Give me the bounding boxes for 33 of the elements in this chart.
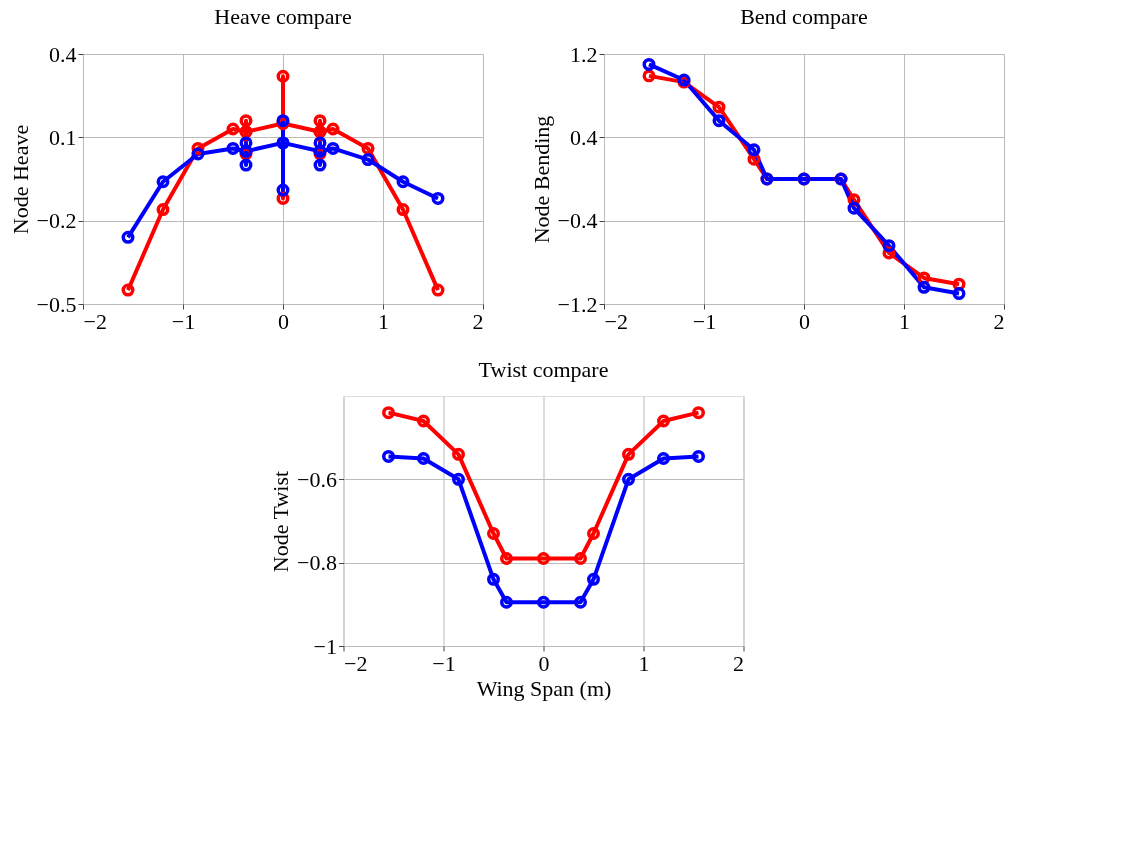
chart-title: Bend compare bbox=[740, 4, 868, 29]
x-tick-label: 2 bbox=[733, 650, 744, 676]
chart-title: Twist compare bbox=[478, 357, 609, 382]
y-tick-label: 0.4 bbox=[49, 41, 77, 67]
x-tick-label: 0 bbox=[799, 308, 810, 334]
x-tick-label: −1 bbox=[171, 308, 196, 334]
x-tick-label: −1 bbox=[692, 308, 717, 334]
x-tick-label: 1 bbox=[378, 308, 389, 334]
x-tick-label: −2 bbox=[83, 308, 107, 334]
y-tick-label: −0.5 bbox=[36, 291, 77, 317]
x-axis-title: Wing Span (m) bbox=[476, 675, 612, 701]
y-tick-label: −0.2 bbox=[36, 208, 77, 234]
y-axis-title: Node Heave bbox=[7, 124, 33, 235]
y-tick-label: 0.4 bbox=[570, 124, 598, 150]
x-tick-label: −1 bbox=[432, 650, 456, 676]
y-axis-title: Node Bending bbox=[528, 115, 554, 244]
x-tick-label: 2 bbox=[472, 308, 484, 334]
x-tick-label: 0 bbox=[538, 650, 550, 676]
y-tick-label: −1 bbox=[313, 633, 337, 659]
y-tick-label: −0.8 bbox=[297, 550, 337, 576]
x-tick-label: 1 bbox=[638, 650, 650, 676]
x-tick-label: 1 bbox=[899, 308, 910, 334]
x-tick-label: 2 bbox=[993, 308, 1005, 334]
chart-title: Heave compare bbox=[214, 4, 352, 29]
y-tick-label: −0.4 bbox=[557, 208, 598, 234]
y-tick-label: −0.6 bbox=[297, 466, 337, 492]
y-tick-label: 0.1 bbox=[49, 124, 77, 150]
x-tick-label: 0 bbox=[278, 308, 289, 334]
y-tick-label: −1.2 bbox=[557, 291, 598, 317]
y-tick-label: 1.2 bbox=[570, 41, 598, 67]
x-tick-label: −2 bbox=[604, 308, 628, 334]
x-tick-label: −2 bbox=[344, 650, 368, 676]
y-axis-title: Node Twist bbox=[268, 470, 294, 573]
